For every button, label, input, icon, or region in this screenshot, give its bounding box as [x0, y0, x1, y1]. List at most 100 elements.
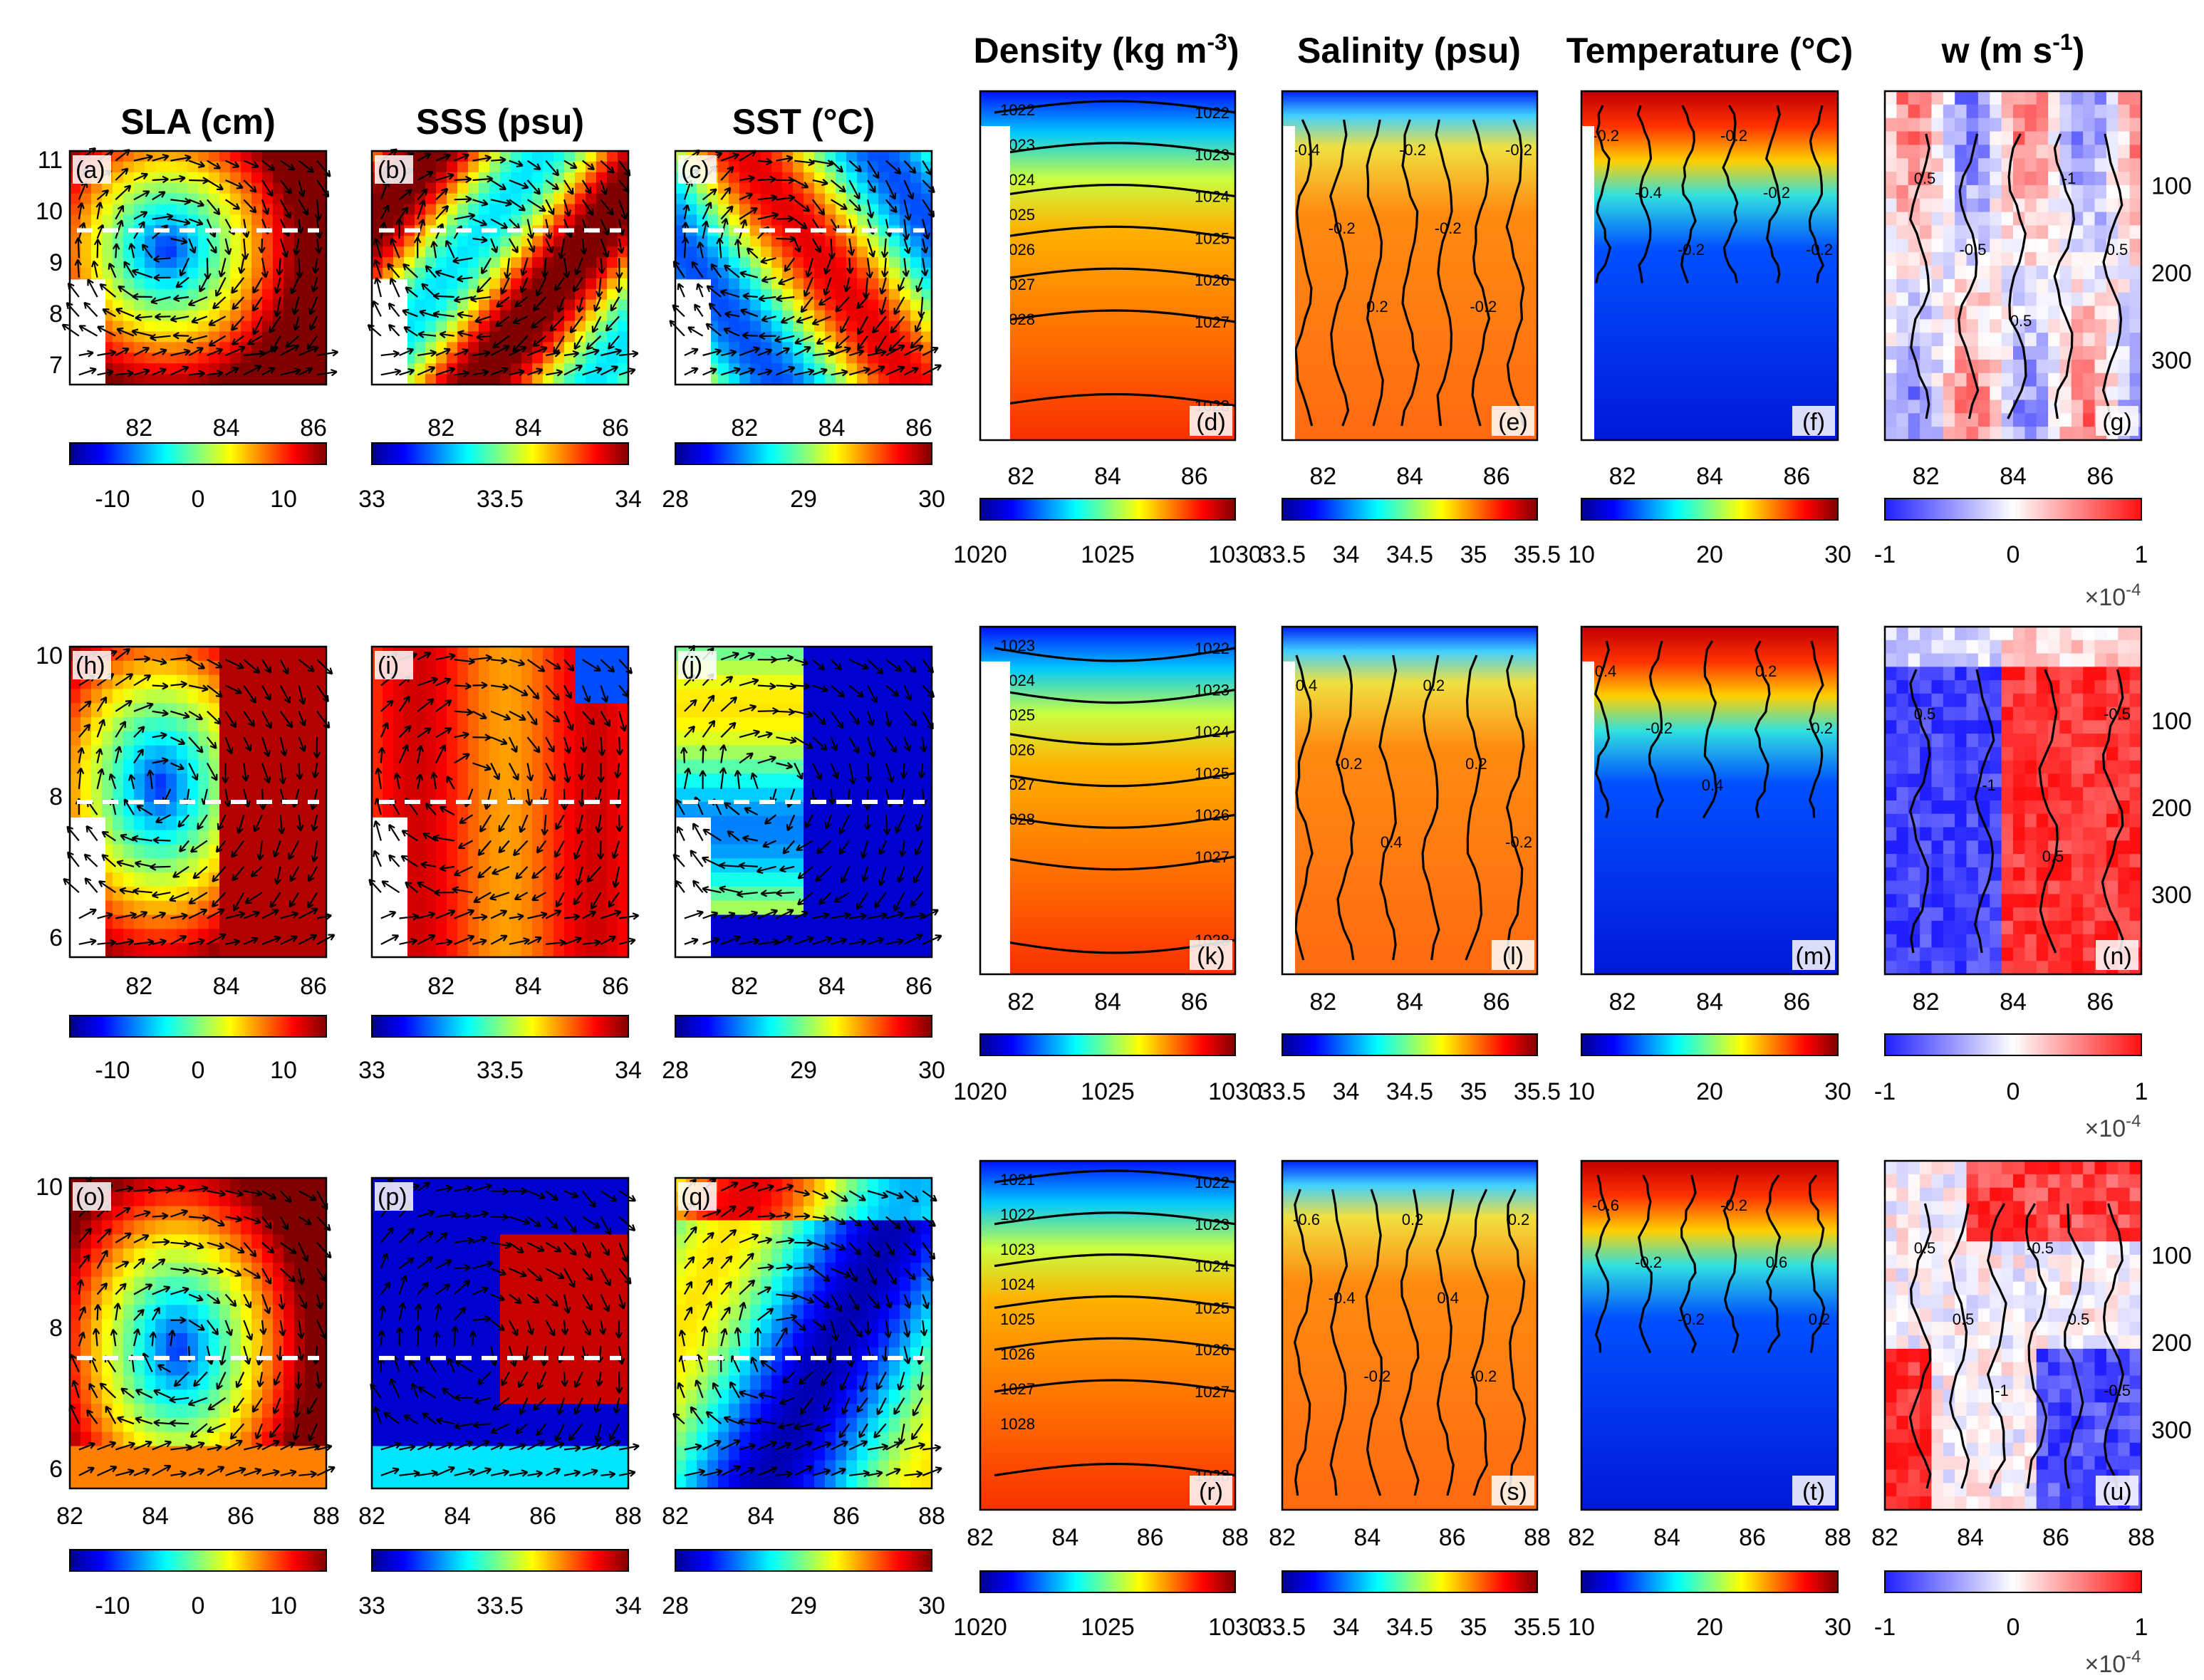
- velocity-arrowhead: [231, 338, 239, 345]
- map-cell: [166, 225, 177, 237]
- map-cell: [219, 204, 231, 216]
- map-cell: [316, 773, 327, 789]
- map-cell: [553, 374, 565, 385]
- map-cell: [209, 374, 220, 385]
- map-cell: [102, 246, 113, 259]
- map-cell: [262, 288, 274, 301]
- map-cell: [729, 236, 740, 248]
- map-cell: [219, 731, 231, 746]
- map-cell: [436, 374, 447, 385]
- map-cell: [564, 278, 576, 290]
- map-cell: [123, 844, 135, 860]
- velocity-arrow: [472, 218, 487, 226]
- velocity-arrowhead: [93, 239, 102, 246]
- map-cell: [511, 647, 522, 662]
- map-cell: [70, 182, 81, 194]
- map-cell: [468, 310, 479, 322]
- velocity-arrow: [280, 345, 299, 356]
- velocity-arrow: [152, 368, 167, 376]
- map-panel-sla-row1: (a)82 84 86: [61, 147, 339, 442]
- map-cell: [586, 172, 597, 184]
- map-cell: [596, 172, 608, 184]
- map-cell: [198, 182, 209, 194]
- map-cell: [436, 299, 447, 311]
- map-cell: [230, 353, 241, 365]
- map-cell: [187, 745, 199, 761]
- map-cell: [436, 717, 447, 732]
- map-cell: [305, 278, 316, 290]
- map-cell: [532, 278, 544, 290]
- map-cell: [251, 374, 263, 385]
- velocity-arrowhead: [121, 167, 129, 175]
- velocity-arrow: [546, 370, 563, 376]
- velocity-arrow: [581, 788, 583, 807]
- map-cell: [219, 331, 231, 343]
- map-cell: [761, 246, 772, 259]
- velocity-arrow: [199, 277, 208, 293]
- map-cell: [500, 773, 511, 789]
- velocity-arrowhead: [155, 313, 162, 321]
- map-cell: [910, 731, 922, 746]
- map-cell: [415, 900, 426, 916]
- map-cell: [166, 161, 177, 173]
- map-cell: [123, 151, 135, 162]
- map-cell: [251, 802, 263, 817]
- velocity-arrowhead: [252, 286, 259, 294]
- velocity-arrowhead: [605, 324, 613, 332]
- map-cell: [251, 310, 263, 322]
- map-cell: [273, 204, 284, 216]
- panel-label-bg: [73, 155, 111, 184]
- velocity-arrow: [509, 218, 521, 231]
- map-cell: [219, 278, 231, 290]
- map-cell: [241, 204, 252, 216]
- lon-tick: 82: [125, 973, 152, 1000]
- velocity-arrowhead: [501, 222, 509, 229]
- velocity-arrow: [582, 349, 600, 357]
- map-cell: [457, 374, 469, 385]
- velocity-arrow: [294, 238, 300, 256]
- map-cell: [921, 320, 932, 333]
- map-cell: [383, 759, 394, 775]
- map-cell: [761, 320, 772, 333]
- map-cell: [575, 151, 586, 162]
- map-cell: [102, 204, 113, 216]
- map-cell: [564, 374, 576, 385]
- map-cell: [761, 172, 772, 184]
- map-cell: [707, 759, 719, 775]
- velocity-arrowhead: [586, 343, 593, 350]
- map-cell: [596, 278, 608, 290]
- map-cell: [814, 331, 826, 343]
- map-cell: [134, 872, 145, 887]
- velocity-arrow: [492, 335, 510, 349]
- map-cell: [532, 257, 544, 268]
- map-cell: [889, 886, 900, 902]
- map-cell: [468, 278, 479, 290]
- map-cell: [596, 151, 608, 162]
- map-cell: [273, 858, 284, 874]
- velocity-arrow: [261, 788, 264, 810]
- velocity-arrow: [96, 202, 101, 219]
- map-cell: [284, 647, 295, 662]
- map-cell: [166, 660, 177, 676]
- velocity-arrow: [316, 238, 321, 254]
- map-cell: [187, 172, 199, 184]
- velocity-arrow: [445, 240, 455, 259]
- map-cell: [814, 802, 826, 817]
- map-cell: [868, 299, 879, 311]
- map-cell: [607, 858, 618, 874]
- velocity-arrowhead: [486, 175, 494, 183]
- map-cell: [586, 731, 597, 746]
- map-cell: [383, 193, 394, 205]
- map-cell: [607, 914, 618, 930]
- velocity-arrow: [433, 295, 454, 298]
- velocity-arrow: [618, 238, 623, 254]
- map-cell: [857, 731, 868, 746]
- map-cell: [889, 257, 900, 268]
- velocity-arrowhead: [330, 368, 338, 377]
- map-cell: [155, 717, 167, 732]
- velocity-arrowhead: [112, 243, 120, 250]
- map-cell: [532, 773, 544, 789]
- map-cell: [425, 745, 437, 761]
- map-cell: [209, 288, 220, 301]
- velocity-arrowhead: [512, 345, 520, 353]
